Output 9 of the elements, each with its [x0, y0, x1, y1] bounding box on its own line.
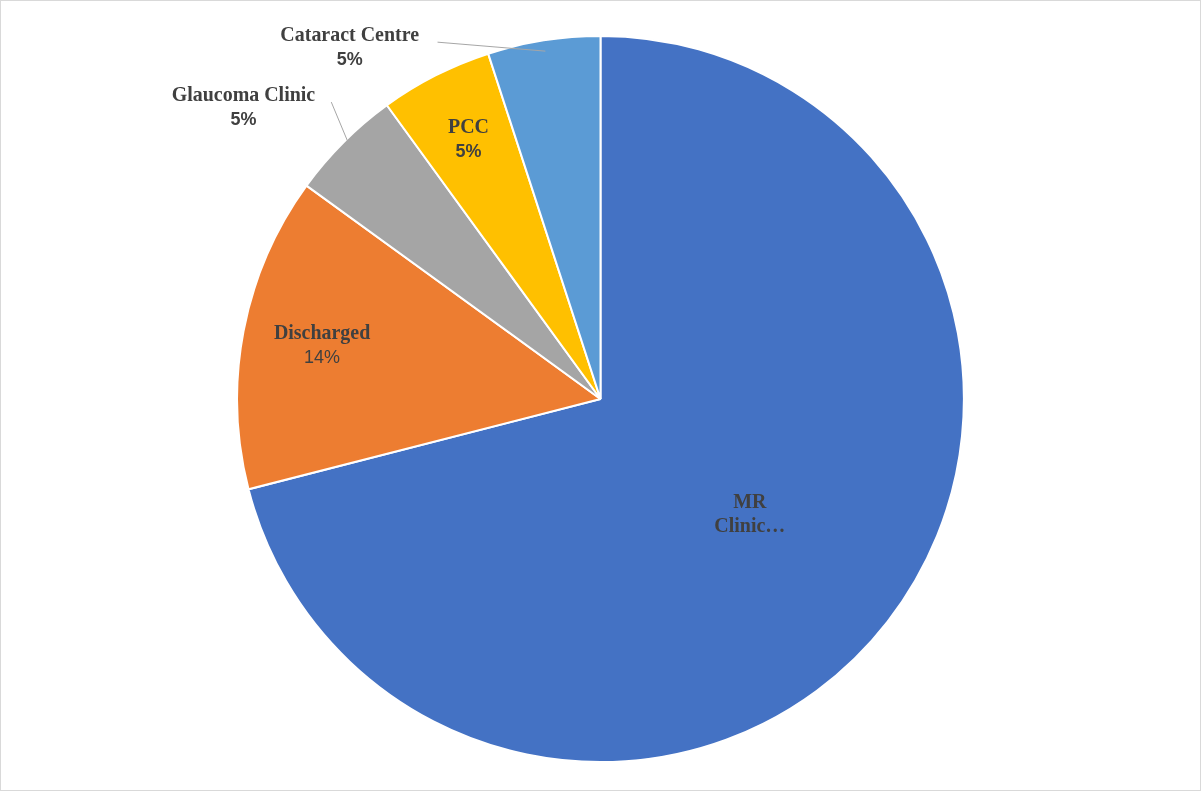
data-label: 5%	[336, 49, 363, 70]
data-label: 5%	[230, 109, 257, 129]
slice-label: MR Clinic…	[714, 489, 786, 536]
slice-label: PCC	[448, 115, 490, 138]
slice-label: Discharged	[273, 321, 371, 345]
slice-label: Cataract Centre	[280, 23, 420, 46]
data-label: 5%	[455, 141, 482, 162]
slice-label: Glaucoma Clinic	[171, 83, 316, 106]
data-label: 14%	[304, 346, 341, 367]
